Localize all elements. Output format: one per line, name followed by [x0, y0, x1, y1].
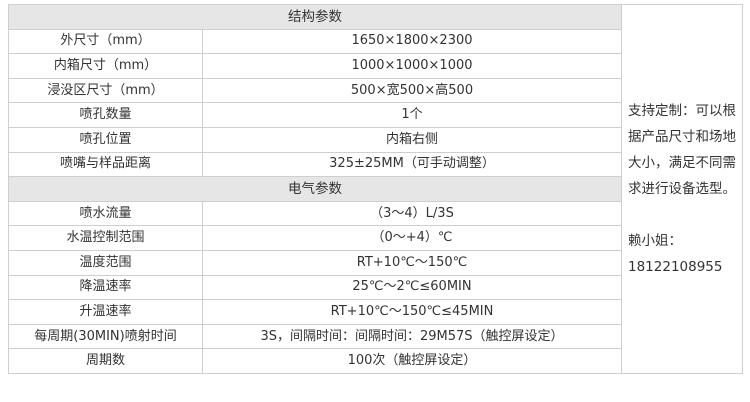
- table-row: 降温速率 25℃～2℃≤60MIN: [8, 274, 743, 301]
- section-header-row: 结构参数 支持定制：可以根据产品尺寸和场地大小，满足不同需求进行设备选型。 赖小姐…: [8, 4, 743, 374]
- table-row: 喷孔位置 内箱右侧: [8, 126, 743, 153]
- param-value: 内箱右侧: [202, 126, 622, 153]
- param-label: 浸没区尺寸（mm）: [8, 77, 203, 104]
- param-value: 25℃～2℃≤60MIN: [202, 274, 622, 301]
- table-row: 喷孔数量 1个: [8, 102, 743, 128]
- param-label: 喷孔数量: [8, 102, 203, 128]
- section-header-row: 电气参数: [8, 176, 743, 202]
- param-value: （0～+4）℃: [202, 225, 622, 251]
- param-label: 水温控制范围: [8, 225, 203, 251]
- param-label: 内箱尺寸（mm）: [8, 53, 203, 79]
- table-row: 喷嘴与样品距离 325±25MM（可手动调整）: [8, 151, 743, 178]
- table-row: 浸没区尺寸（mm） 500×宽500×高500: [8, 77, 743, 104]
- param-label: 喷孔位置: [8, 126, 203, 153]
- param-label: 降温速率: [8, 274, 203, 301]
- contact-name: 赖小姐：: [628, 232, 682, 249]
- spec-table: 结构参数 支持定制：可以根据产品尺寸和场地大小，满足不同需求进行设备选型。 赖小姐…: [8, 4, 743, 374]
- table-row: 升温速率 RT+10℃～150℃≤45MIN: [8, 299, 743, 325]
- table-row: 内箱尺寸（mm） 1000×1000×1000: [8, 53, 743, 79]
- param-label: 每周期(30MIN)喷射时间: [8, 323, 203, 350]
- table-row: 水温控制范围 （0～+4）℃: [8, 225, 743, 251]
- section-title: 电气参数: [8, 176, 622, 202]
- param-value: RT+10℃～150℃: [202, 249, 622, 276]
- param-value: 3S，间隔时间：间隔时间：29M57S（触控屏设定）: [202, 323, 622, 350]
- section-title: 结构参数: [8, 4, 622, 30]
- table-row: 外尺寸（mm） 1650×1800×2300: [8, 28, 743, 55]
- param-value: 1650×1800×2300: [202, 28, 622, 55]
- param-value: RT+10℃～150℃≤45MIN: [202, 299, 622, 325]
- param-value: 500×宽500×高500: [202, 77, 622, 104]
- param-value: 1000×1000×1000: [202, 53, 622, 79]
- customization-note: 支持定制：可以根据产品尺寸和场地大小，满足不同需求进行设备选型。 赖小姐： 181…: [621, 4, 743, 374]
- param-label: 喷嘴与样品距离: [8, 151, 203, 178]
- param-label: 升温速率: [8, 299, 203, 325]
- param-label: 喷水流量: [8, 200, 203, 227]
- param-label: 周期数: [8, 348, 203, 374]
- param-value: 100次（触控屏设定）: [202, 348, 622, 374]
- param-value: 1个: [202, 102, 622, 128]
- table-row: 喷水流量 （3～4）L/3S: [8, 200, 743, 227]
- table-row: 周期数 100次（触控屏设定）: [8, 348, 743, 374]
- note-text: 支持定制：可以根据产品尺寸和场地大小，满足不同需求进行设备选型。: [628, 102, 736, 197]
- param-value: （3～4）L/3S: [202, 200, 622, 227]
- param-label: 温度范围: [8, 249, 203, 276]
- contact-phone: 18122108955: [628, 258, 723, 275]
- param-label: 外尺寸（mm）: [8, 28, 203, 55]
- param-value: 325±25MM（可手动调整）: [202, 151, 622, 178]
